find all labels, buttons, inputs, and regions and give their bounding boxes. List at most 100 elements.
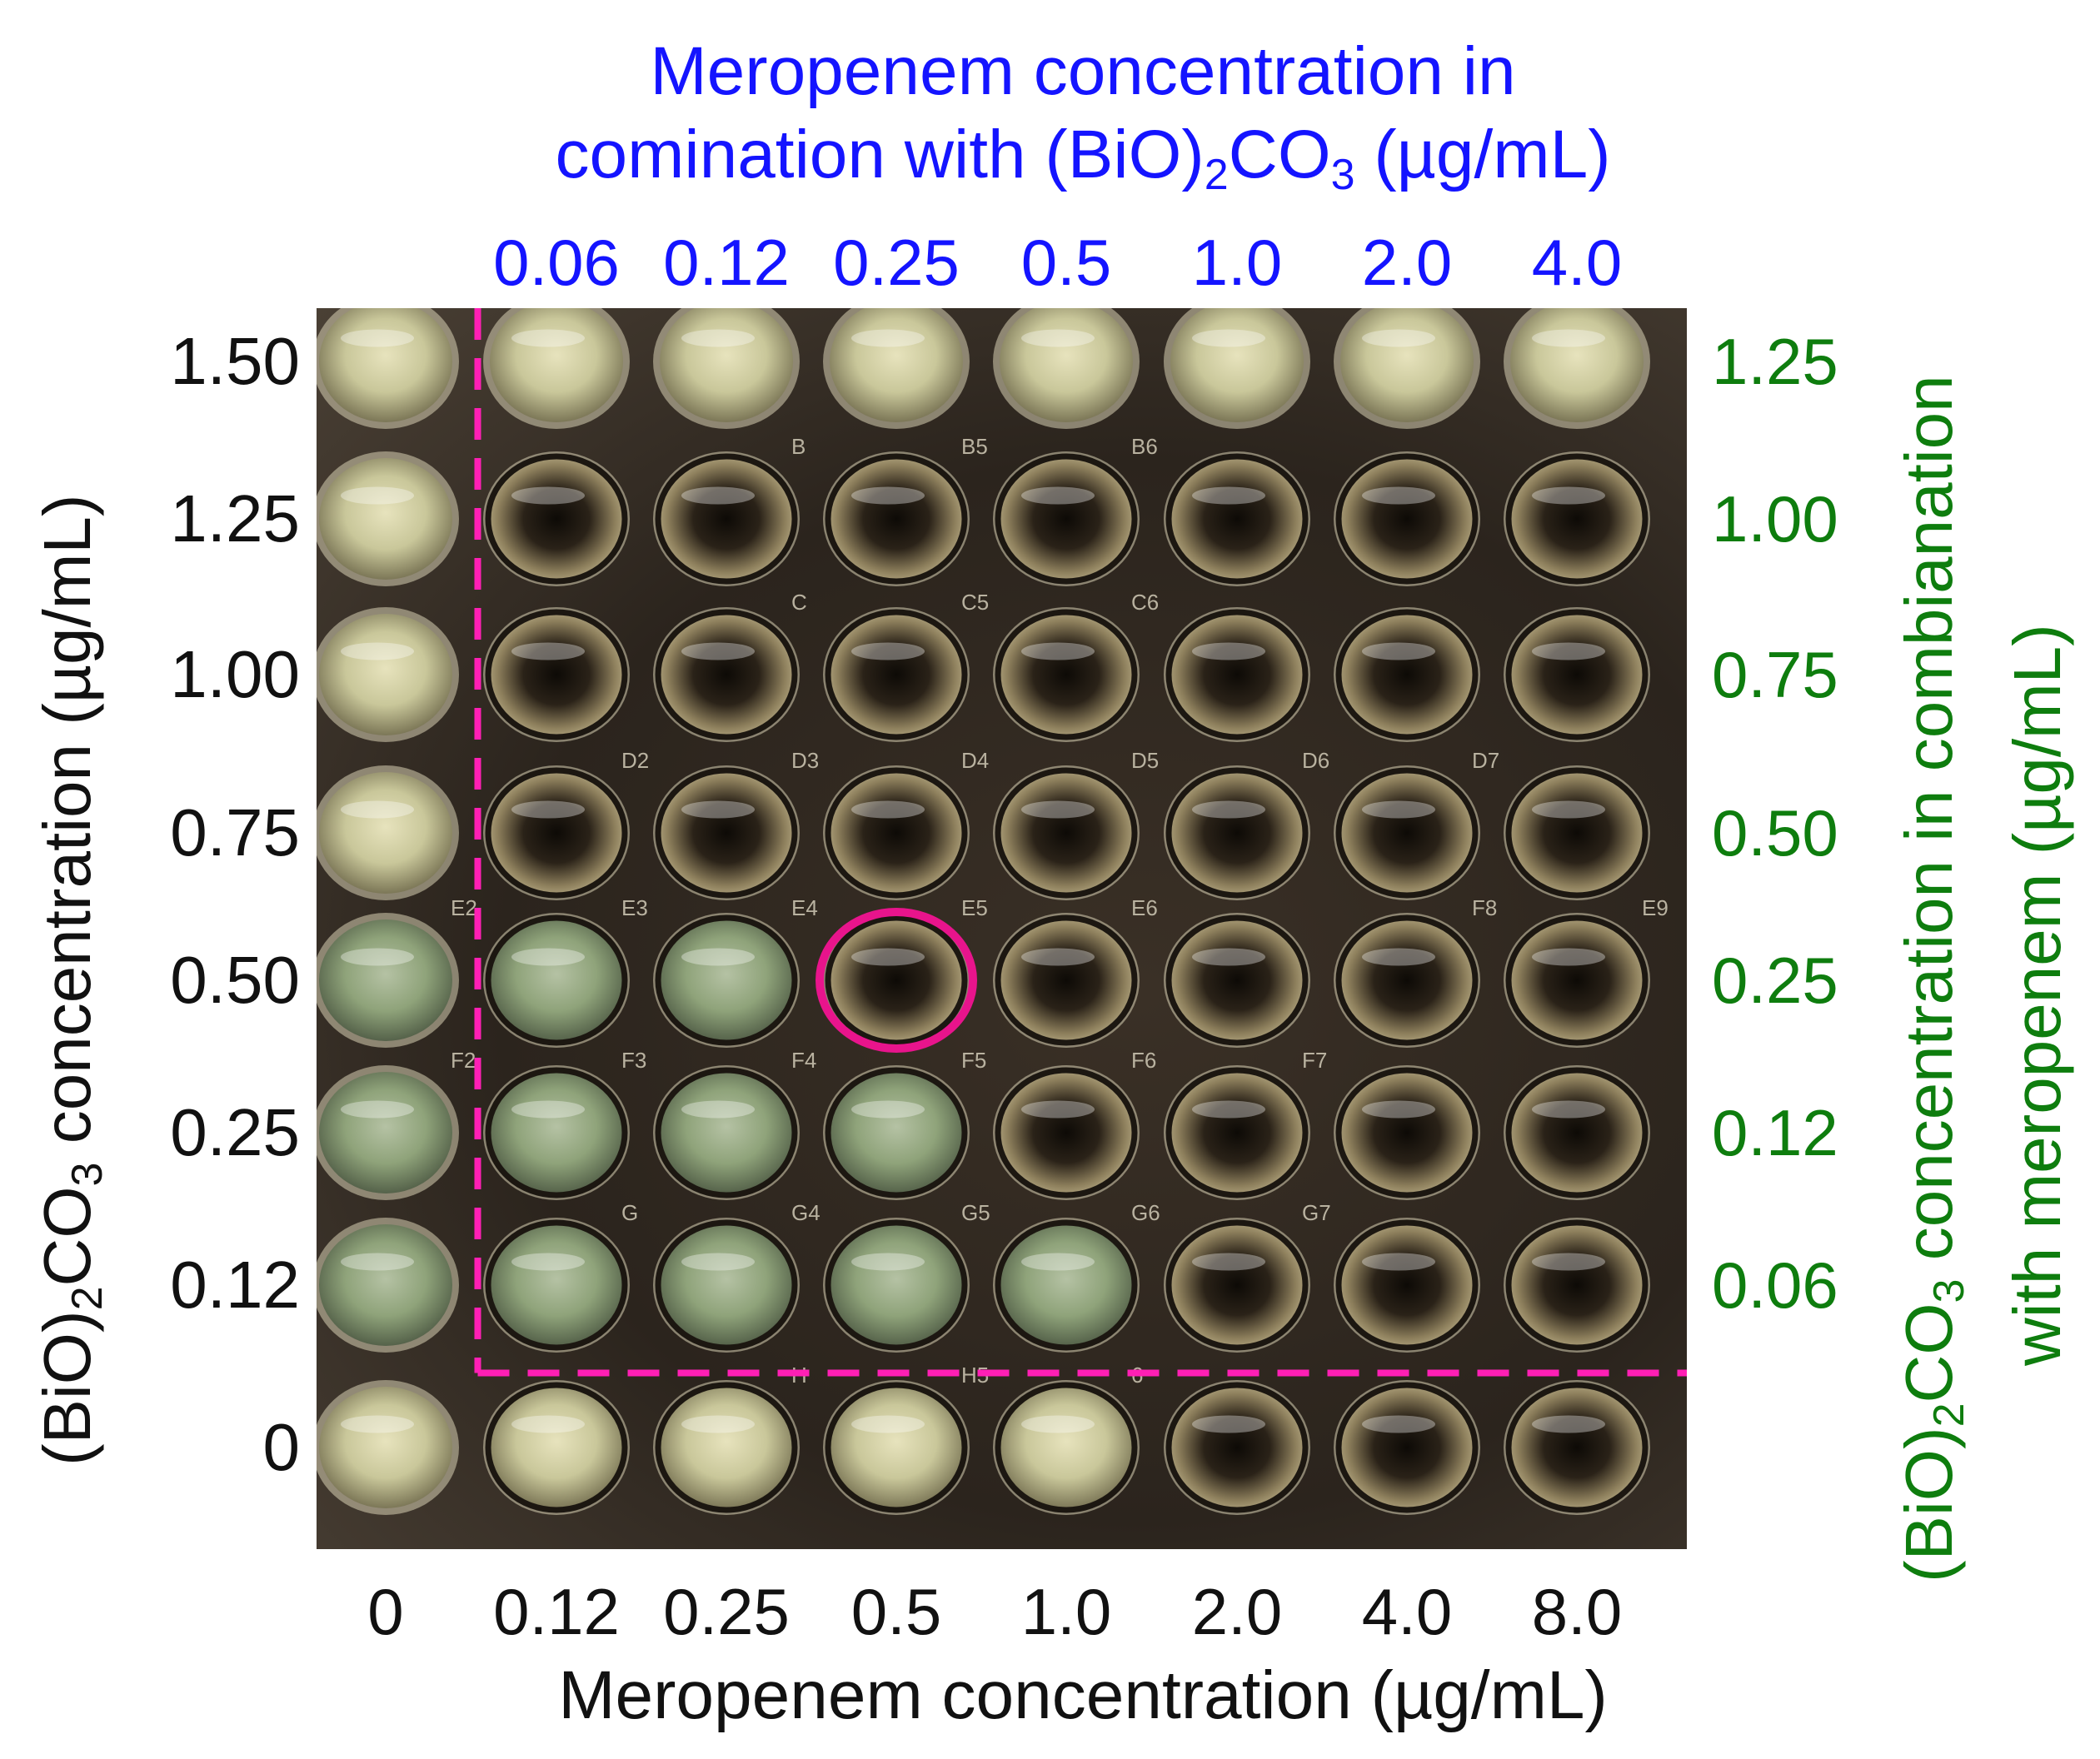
- well: [660, 308, 793, 422]
- well: [1170, 772, 1304, 894]
- well: [830, 458, 963, 580]
- well-glint: [1192, 486, 1265, 505]
- well-ring: [995, 767, 1138, 899]
- well-glint: [1362, 1253, 1435, 1271]
- well-glint: [511, 642, 585, 660]
- well-ring: [485, 1067, 628, 1198]
- well-glint: [851, 800, 925, 819]
- well: [830, 772, 963, 894]
- well: [1340, 1387, 1474, 1508]
- well: [1340, 772, 1474, 894]
- well-ring: [1335, 609, 1479, 740]
- well: [1170, 1387, 1304, 1508]
- well: [1510, 1387, 1644, 1508]
- right-axis-title-line2: with meropenem (µg/mL): [2000, 624, 2074, 1366]
- top-tick-label: 1.0: [1191, 226, 1283, 299]
- well-label: D2: [621, 748, 649, 773]
- well-glint: [681, 948, 755, 966]
- well-glint: [851, 1100, 925, 1119]
- left-tick-label: 0.75: [170, 795, 300, 870]
- well-label: B5: [961, 434, 988, 459]
- well-label: D4: [961, 748, 989, 773]
- well-glint: [681, 1253, 755, 1271]
- well-label: D3: [791, 748, 819, 773]
- well: [319, 772, 452, 894]
- well: [319, 458, 452, 580]
- well-glint: [511, 800, 585, 819]
- well-glint: [681, 1415, 755, 1433]
- right-tick-label: 1.25: [1712, 325, 1838, 398]
- well-label: D5: [1131, 748, 1159, 773]
- well-ring: [995, 1067, 1138, 1198]
- well-glint: [341, 329, 414, 347]
- well-glint: [511, 329, 585, 347]
- well-ring: [1165, 914, 1309, 1046]
- well-label: D7: [1472, 748, 1499, 773]
- well-glint: [341, 800, 414, 819]
- well-glint: [1021, 486, 1095, 505]
- bottom-tick-label: 0.12: [493, 1575, 620, 1648]
- well-label: D6: [1302, 748, 1329, 773]
- left-tick-label: 0.50: [170, 943, 300, 1017]
- well-ring: [825, 767, 968, 899]
- well: [660, 1224, 793, 1346]
- well-glint: [1362, 948, 1435, 966]
- well-ring: [1165, 1382, 1309, 1513]
- bottom-tick-label: 1.0: [1020, 1575, 1112, 1648]
- left-tick-label: 0.25: [170, 1095, 300, 1169]
- well-ring: [485, 453, 628, 585]
- well-ring: [825, 453, 968, 585]
- well-glint: [511, 1415, 585, 1433]
- well-label: E3: [621, 895, 648, 920]
- well-glint: [1362, 486, 1435, 505]
- well-label: E4: [791, 895, 818, 920]
- well-label: C6: [1131, 590, 1159, 615]
- well-ring: [1335, 914, 1479, 1046]
- well-label: E6: [1131, 895, 1158, 920]
- well-ring: [1505, 767, 1649, 899]
- well: [1170, 308, 1304, 422]
- top-axis-title-line1: Meropenem concentration in: [650, 33, 1516, 109]
- well-glint: [341, 1415, 414, 1433]
- bottom-tick-label: 8.0: [1531, 1575, 1623, 1648]
- well: [1340, 458, 1474, 580]
- well: [490, 308, 623, 422]
- bottom-axis-title: Meropenem concentration (µg/mL): [558, 1657, 1608, 1733]
- well: [319, 1224, 452, 1346]
- well: [1170, 614, 1304, 735]
- well-glint: [1362, 800, 1435, 819]
- well-glint: [341, 948, 414, 966]
- well: [1000, 772, 1133, 894]
- well-ring: [1165, 1067, 1309, 1198]
- highlight-circle: [816, 908, 977, 1053]
- well-label: E2: [451, 895, 477, 920]
- well-ring: [1505, 453, 1649, 585]
- well: [490, 1072, 623, 1193]
- well: [660, 772, 793, 894]
- well-glint: [1192, 1253, 1265, 1271]
- well: [1510, 919, 1644, 1041]
- well-label: B: [791, 434, 806, 459]
- well-glint: [511, 948, 585, 966]
- well-ring: [485, 767, 628, 899]
- well-glint: [1532, 1415, 1605, 1433]
- well: [490, 919, 623, 1041]
- well-glint: [1362, 1415, 1435, 1433]
- well-ring: [1505, 1219, 1649, 1351]
- well-ring: [825, 914, 968, 1046]
- well: [830, 1072, 963, 1193]
- well-ring: [1335, 1067, 1479, 1198]
- well-plate-photo: B B5 B6 C C5 C6 D2 D3 D4 D5 D6 D7 E2 E3 E4 E5 E6 F8 E9 F2 F3…: [317, 308, 1687, 1549]
- bottom-tick-label: 4.0: [1361, 1575, 1453, 1648]
- well: [1000, 1387, 1133, 1508]
- well-glint: [851, 486, 925, 505]
- well-glint: [1192, 329, 1265, 347]
- well-glint: [1532, 948, 1605, 966]
- well-glint: [1532, 642, 1605, 660]
- well: [660, 1072, 793, 1193]
- well-glint: [851, 642, 925, 660]
- well-label: F7: [1302, 1048, 1327, 1073]
- right-axis-title-line1: (BiO)2CO3 concentration in combianation: [1892, 375, 1973, 1582]
- well-label: E5: [961, 895, 988, 920]
- well-glint: [1532, 1100, 1605, 1119]
